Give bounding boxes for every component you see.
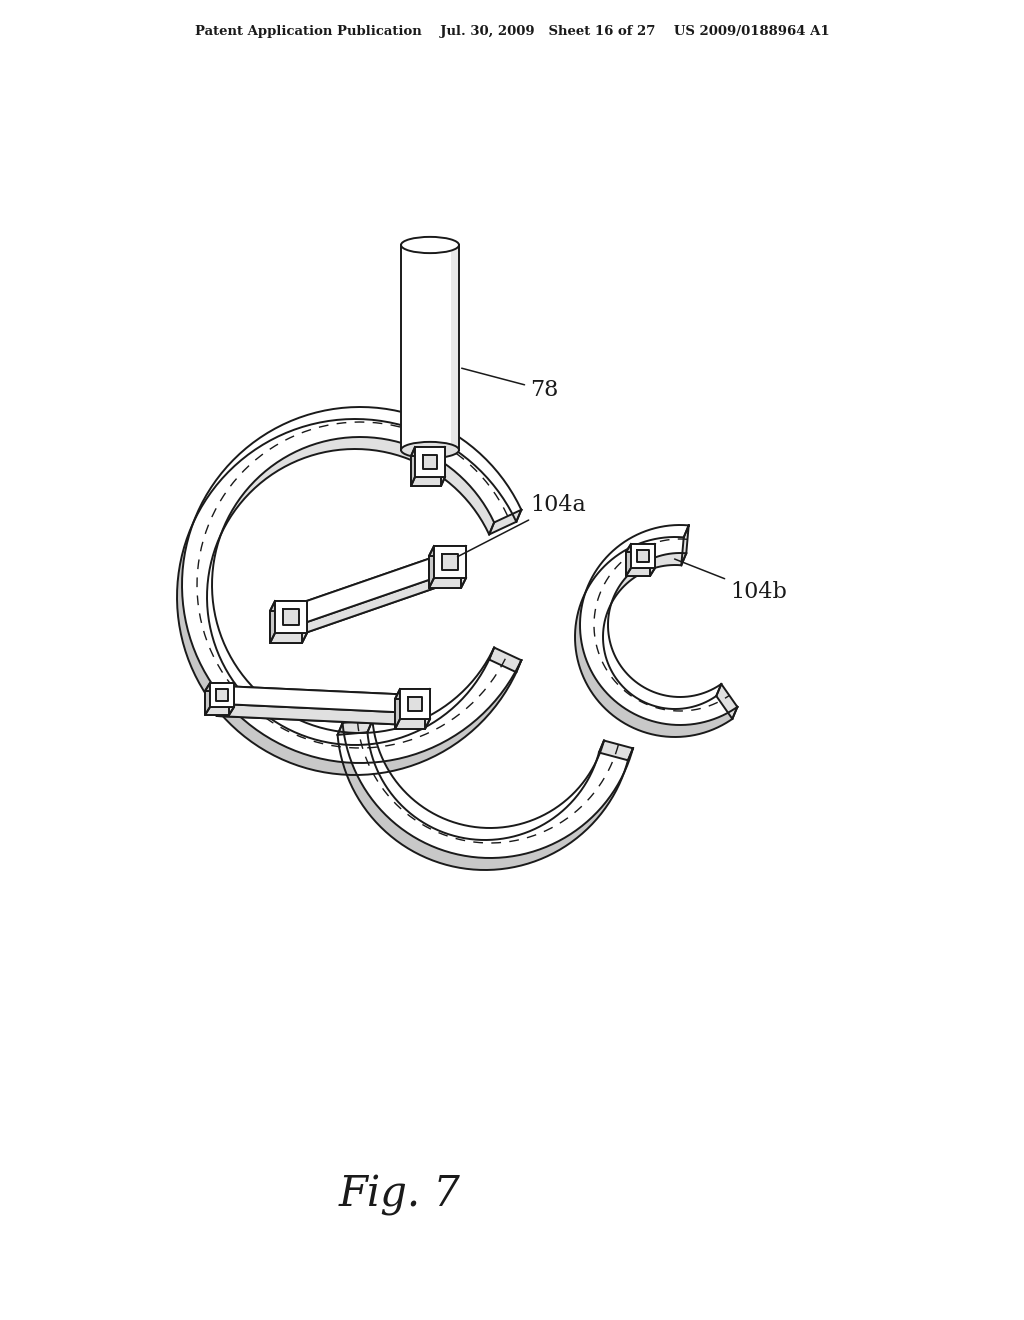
Polygon shape — [207, 437, 495, 744]
Polygon shape — [177, 407, 521, 775]
Polygon shape — [626, 568, 655, 576]
Polygon shape — [626, 544, 631, 576]
Polygon shape — [461, 546, 466, 587]
Polygon shape — [637, 550, 649, 562]
Polygon shape — [489, 510, 521, 535]
Polygon shape — [217, 704, 415, 725]
Polygon shape — [217, 686, 416, 708]
Ellipse shape — [401, 236, 459, 253]
Polygon shape — [408, 697, 422, 711]
Polygon shape — [205, 690, 229, 715]
Polygon shape — [631, 544, 655, 568]
Polygon shape — [205, 708, 234, 715]
Polygon shape — [442, 554, 458, 570]
Polygon shape — [229, 682, 234, 715]
Polygon shape — [411, 477, 445, 486]
Polygon shape — [423, 455, 437, 469]
Polygon shape — [217, 686, 222, 715]
Polygon shape — [216, 689, 227, 701]
Polygon shape — [599, 741, 633, 760]
Polygon shape — [441, 447, 445, 486]
Polygon shape — [415, 447, 445, 477]
Polygon shape — [717, 684, 737, 719]
Polygon shape — [451, 246, 459, 450]
Polygon shape — [411, 447, 415, 486]
Polygon shape — [368, 721, 604, 840]
Polygon shape — [626, 552, 650, 576]
Polygon shape — [626, 544, 655, 552]
Polygon shape — [284, 610, 299, 624]
Text: Fig. 7: Fig. 7 — [339, 1173, 461, 1216]
Ellipse shape — [401, 442, 459, 458]
Polygon shape — [205, 682, 234, 690]
Text: 104a: 104a — [458, 494, 586, 557]
Polygon shape — [182, 407, 521, 763]
Polygon shape — [275, 601, 307, 634]
Polygon shape — [205, 682, 210, 715]
Polygon shape — [283, 553, 446, 619]
Polygon shape — [489, 648, 521, 672]
Polygon shape — [410, 696, 416, 725]
Polygon shape — [270, 611, 302, 643]
Polygon shape — [217, 698, 411, 725]
Polygon shape — [401, 246, 459, 450]
Polygon shape — [283, 565, 449, 639]
Polygon shape — [270, 601, 275, 643]
Polygon shape — [338, 723, 633, 870]
Polygon shape — [338, 721, 373, 735]
Polygon shape — [400, 689, 430, 719]
Text: Patent Application Publication    Jul. 30, 2009   Sheet 16 of 27    US 2009/0188: Patent Application Publication Jul. 30, … — [195, 25, 829, 38]
Polygon shape — [429, 546, 466, 556]
Polygon shape — [395, 689, 430, 700]
Polygon shape — [302, 601, 307, 643]
Polygon shape — [681, 525, 689, 565]
Polygon shape — [289, 572, 454, 639]
Polygon shape — [429, 546, 434, 587]
Text: 104b: 104b — [675, 558, 786, 603]
Polygon shape — [221, 686, 416, 713]
Polygon shape — [650, 544, 655, 576]
Polygon shape — [425, 689, 430, 729]
Polygon shape — [395, 700, 425, 729]
Text: 78: 78 — [462, 368, 558, 401]
Polygon shape — [429, 578, 466, 587]
Polygon shape — [441, 553, 454, 583]
Polygon shape — [270, 601, 307, 611]
Polygon shape — [411, 447, 445, 455]
Polygon shape — [343, 721, 633, 858]
Polygon shape — [283, 607, 294, 639]
Polygon shape — [411, 455, 441, 486]
Polygon shape — [395, 689, 400, 729]
Polygon shape — [395, 719, 430, 729]
Polygon shape — [580, 525, 737, 725]
Polygon shape — [270, 634, 307, 643]
Polygon shape — [603, 553, 721, 709]
Polygon shape — [429, 556, 461, 587]
Polygon shape — [434, 546, 466, 578]
Polygon shape — [210, 682, 234, 708]
Polygon shape — [575, 525, 737, 737]
Polygon shape — [288, 553, 454, 627]
